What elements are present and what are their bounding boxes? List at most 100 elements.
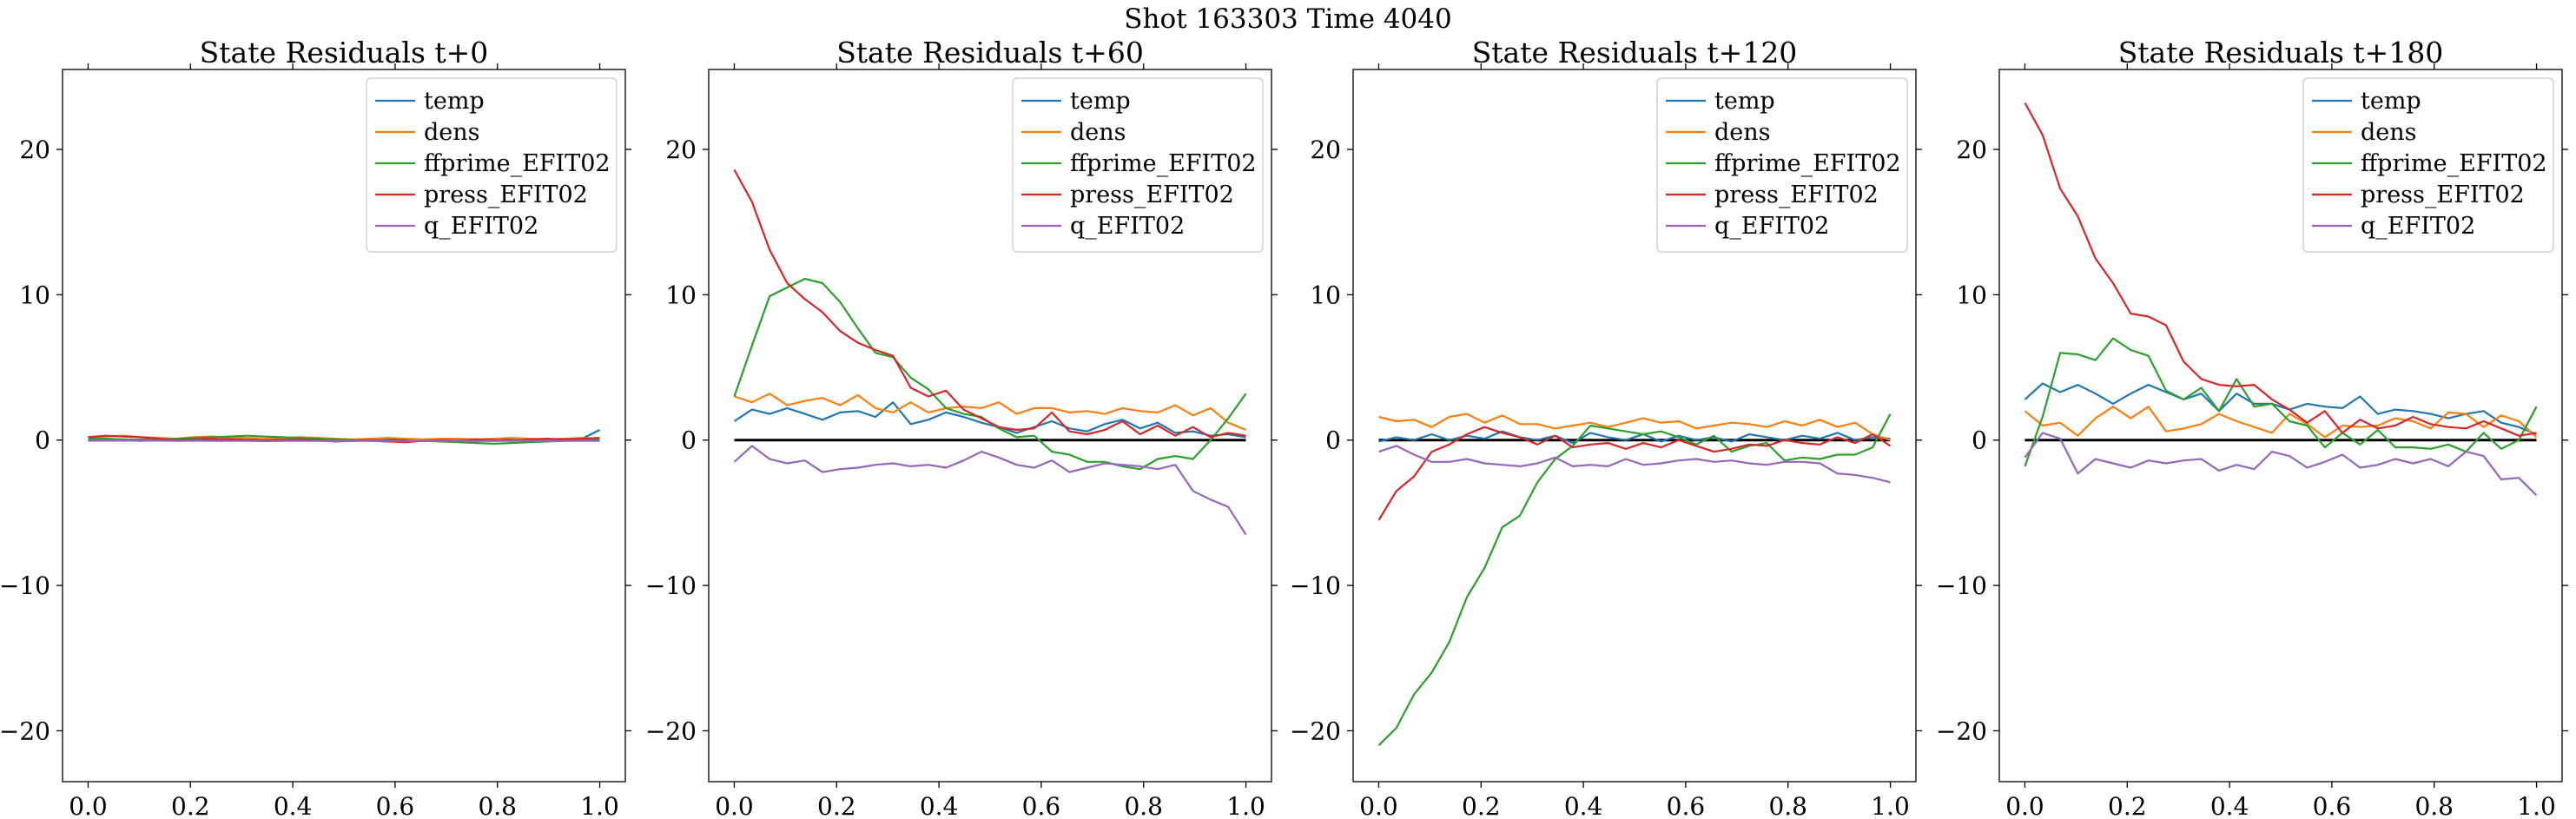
x-tick-label: 0.2 — [171, 792, 210, 819]
y-tick-label: −20 — [0, 717, 50, 745]
y-tick-label: −10 — [645, 571, 697, 600]
x-tick-label: 0.2 — [1462, 792, 1501, 819]
y-tick-label: 0 — [681, 426, 697, 455]
legend-label: q_EFIT02 — [1070, 213, 1185, 240]
legend-label: dens — [2361, 119, 2417, 146]
subplot-title: State Residuals t+180 — [2118, 36, 2444, 69]
y-tick-label: −20 — [1290, 717, 1341, 745]
series-line-press-efit02 — [2024, 102, 2537, 437]
legend-label: temp — [1714, 88, 1775, 115]
figure-suptitle: Shot 163303 Time 4040 — [1124, 3, 1451, 35]
legend-label: ffprime_EFIT02 — [1714, 150, 1901, 177]
x-tick-label: 0.8 — [1124, 792, 1163, 819]
x-tick-label: 0.8 — [478, 792, 517, 819]
legend: temp dens ffprime_EFIT02 press_EFIT02 q_EFIT… — [1012, 77, 1264, 253]
legend: temp dens ffprime_EFIT02 press_EFIT02 q_EFIT… — [2302, 77, 2554, 253]
subplot-panel: State Residuals t+60 0.0 0.2 0.4 0.6 0.8 1.0 20… — [645, 36, 1278, 819]
y-tick-label: 10 — [1310, 281, 1341, 309]
y-tick-label: 0 — [1972, 426, 1987, 455]
x-tick-label: 0.0 — [2005, 792, 2044, 819]
legend-label: ffprime_EFIT02 — [1070, 150, 1257, 177]
plot-area-frame — [1998, 69, 2563, 783]
series-line-press-efit02 — [733, 168, 1246, 439]
y-tick-label: 10 — [19, 281, 50, 309]
x-tick-label: 0.6 — [376, 792, 415, 819]
x-tick-label: 0.2 — [817, 792, 856, 819]
series-line-temp — [2024, 382, 2537, 436]
legend-label: ffprime_EFIT02 — [2361, 150, 2547, 177]
series-line-q-efit02 — [88, 439, 600, 442]
legend-label: q_EFIT02 — [1714, 213, 1829, 240]
legend-box — [366, 77, 618, 253]
y-tick-label: 10 — [665, 281, 697, 309]
x-tick-label: 1.0 — [1226, 792, 1265, 819]
subplot-grid: State Residuals t+0 0.0 0.2 0.4 0.6 0.8 1.0 20 1… — [0, 36, 2568, 819]
x-tick-label: 1.0 — [1871, 792, 1910, 819]
y-tick-label: 20 — [19, 135, 50, 164]
series-line-q-efit02 — [733, 445, 1247, 536]
x-tick-label: 0.4 — [1564, 792, 1603, 819]
legend-label: temp — [1070, 88, 1131, 115]
y-tick-label: −10 — [1936, 571, 1987, 600]
subplot-title: State Residuals t+60 — [836, 36, 1144, 69]
y-tick-label: 20 — [665, 135, 697, 164]
y-tick-label: −20 — [1936, 717, 1987, 745]
legend-label: dens — [424, 119, 480, 146]
legend: temp dens ffprime_EFIT02 press_EFIT02 q_EFIT… — [1656, 77, 1908, 253]
x-tick-label: 0.4 — [274, 792, 313, 819]
subplot-title: State Residuals t+120 — [1472, 36, 1798, 69]
series-line-press-efit02 — [1377, 426, 1892, 521]
x-tick-label: 0.4 — [920, 792, 959, 819]
x-tick-label: 0.8 — [2414, 792, 2454, 819]
x-tick-label: 0.0 — [1359, 792, 1398, 819]
x-tick-label: 1.0 — [2517, 792, 2556, 819]
subplot-title: State Residuals t+0 — [200, 36, 489, 69]
series-line-q-efit02 — [1378, 445, 1891, 484]
legend-box — [1656, 77, 1908, 253]
plot-area-frame — [62, 69, 626, 783]
series-line-ffprime-efit02 — [2024, 337, 2538, 467]
x-tick-label: 0.6 — [1667, 792, 1706, 819]
legend-label: press_EFIT02 — [2361, 182, 2525, 208]
y-tick-label: −10 — [1290, 571, 1341, 600]
legend-label: press_EFIT02 — [1714, 182, 1879, 208]
series-line-q-efit02 — [2024, 432, 2538, 497]
plot-area-frame — [1352, 69, 1917, 783]
legend-label: q_EFIT02 — [424, 213, 538, 240]
x-tick-label: 0.4 — [2210, 792, 2249, 819]
x-tick-label: 1.0 — [580, 792, 619, 819]
series-line-ffprime-efit02 — [88, 434, 600, 445]
series-line-dens — [2024, 406, 2538, 439]
x-tick-label: 0.0 — [715, 792, 754, 819]
y-tick-label: 10 — [1956, 281, 1987, 309]
legend: temp dens ffprime_EFIT02 press_EFIT02 q_EFIT… — [366, 77, 618, 253]
subplot-panel: State Residuals t+120 0.0 0.2 0.4 0.6 0.8 1.0 2… — [1290, 36, 1922, 819]
subplot-panel: State Residuals t+0 0.0 0.2 0.4 0.6 0.8 1.0 20 1… — [0, 36, 631, 819]
x-tick-label: 0.2 — [2108, 792, 2147, 819]
series-line-temp — [733, 401, 1246, 439]
y-tick-label: 0 — [1325, 426, 1341, 455]
legend-label: press_EFIT02 — [1070, 182, 1234, 208]
subplot-panel: State Residuals t+180 0.0 0.2 0.4 0.6 0.8 1.0 2… — [1936, 36, 2568, 819]
x-tick-label: 0.6 — [1022, 792, 1061, 819]
legend-label: press_EFIT02 — [424, 182, 588, 208]
legend-label: ffprime_EFIT02 — [424, 150, 611, 177]
series-line-ffprime-efit02 — [1377, 413, 1892, 746]
x-tick-label: 0.8 — [1768, 792, 1807, 819]
legend-label: dens — [1714, 119, 1771, 146]
y-tick-label: 0 — [35, 426, 50, 455]
legend-label: temp — [424, 88, 485, 115]
y-tick-label: 20 — [1310, 135, 1341, 164]
x-tick-label: 0.0 — [69, 792, 108, 819]
legend-label: q_EFIT02 — [2361, 213, 2475, 240]
legend-label: dens — [1070, 119, 1126, 146]
y-tick-label: 20 — [1956, 135, 1987, 164]
legend-label: temp — [2361, 88, 2421, 115]
legend-box — [1012, 77, 1264, 253]
y-tick-label: −20 — [645, 717, 697, 745]
series-line-dens — [734, 393, 1246, 432]
y-tick-label: −10 — [0, 571, 50, 600]
plot-area-frame — [708, 69, 1272, 783]
series-line-dens — [1378, 413, 1891, 441]
